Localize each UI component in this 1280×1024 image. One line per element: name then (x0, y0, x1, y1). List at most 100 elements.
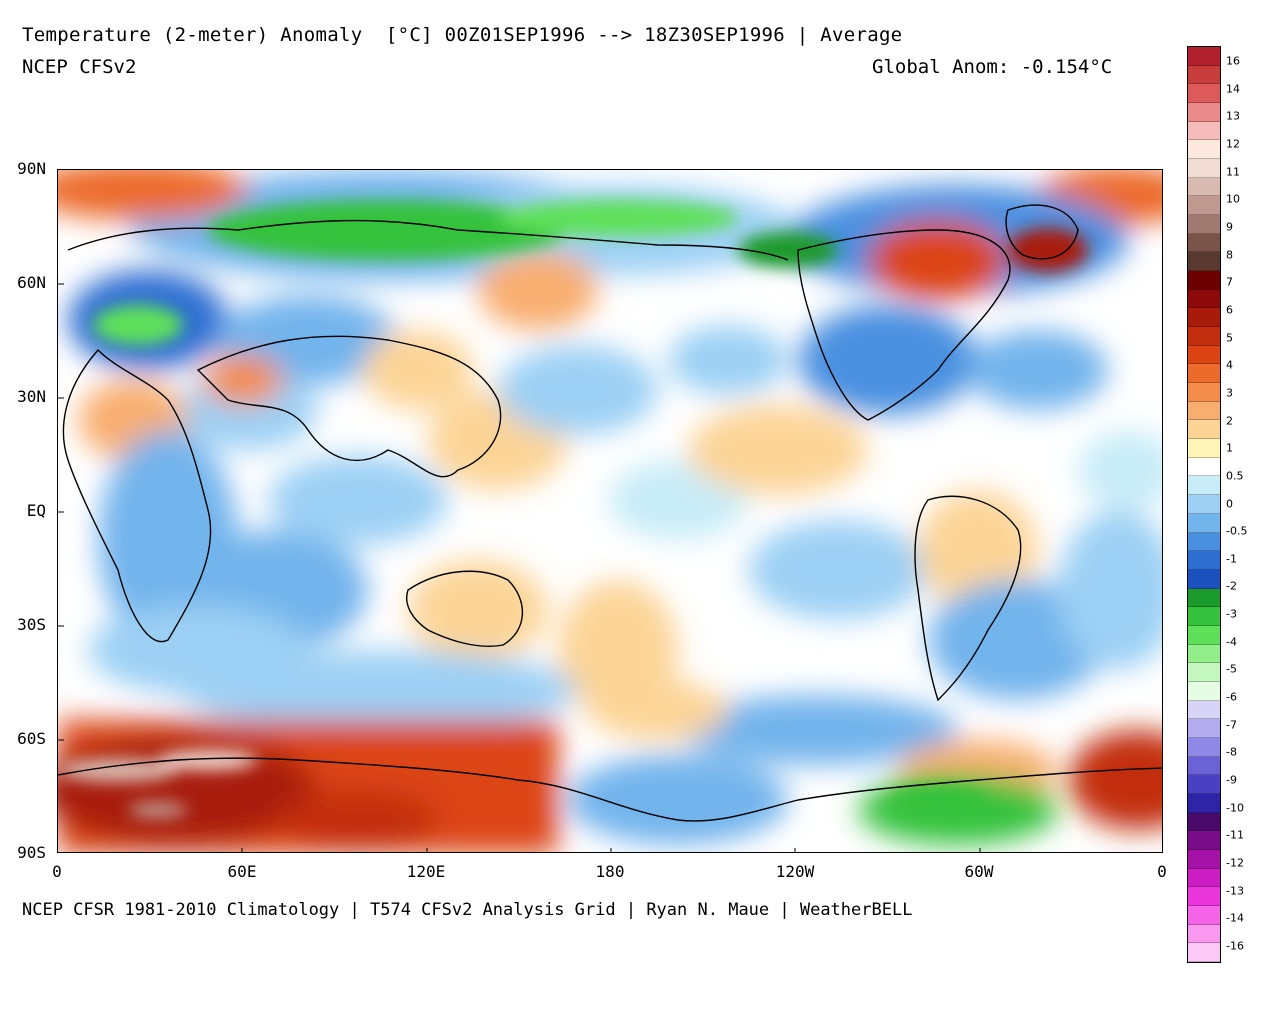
legend-swatch (1188, 663, 1220, 682)
lat-label-eq: EQ (26, 501, 46, 520)
coastlines (58, 204, 1162, 822)
legend-swatch (1188, 551, 1220, 570)
legend-swatch (1188, 401, 1220, 421)
legend-swatch (1188, 65, 1220, 85)
lat-label-60n: 60N (17, 273, 46, 292)
legend-swatch (1188, 103, 1220, 122)
global-anomaly: Global Anom: -0.154°C (872, 56, 1113, 78)
legend-label: -8 (1226, 745, 1237, 759)
legend-label: 3 (1226, 386, 1233, 400)
legend-swatch (1188, 924, 1220, 944)
legend-label: -0.5 (1226, 524, 1248, 538)
legend-swatch (1188, 233, 1220, 253)
legend-label: -7 (1226, 718, 1237, 732)
legend-label: -14 (1226, 911, 1244, 925)
legend-swatch (1188, 383, 1220, 402)
lon-label-60e: 60E (227, 862, 257, 881)
lat-label-30n: 30N (17, 387, 46, 406)
legend-swatch (1188, 737, 1220, 757)
legend-swatch (1188, 439, 1220, 458)
legend-swatch (1188, 700, 1220, 720)
legend-swatch (1188, 476, 1220, 496)
legend-label: -3 (1226, 607, 1237, 621)
legend-label: 5 (1226, 331, 1233, 345)
legend-label: 2 (1226, 414, 1233, 428)
lon-label-120e: 120E (406, 862, 446, 881)
legend-swatch (1188, 457, 1220, 477)
legend-label: 9 (1226, 220, 1233, 234)
legend-label: -11 (1226, 828, 1244, 842)
legend-swatch (1188, 513, 1220, 533)
legend-label: -1 (1226, 552, 1237, 566)
legend-swatch (1188, 849, 1220, 869)
legend-swatch (1188, 532, 1220, 552)
legend-swatch (1188, 495, 1220, 514)
legend-label: -5 (1226, 662, 1237, 676)
legend-label: -9 (1226, 773, 1237, 787)
legend-label: 8 (1226, 248, 1233, 262)
legend-label: 1 (1226, 441, 1233, 455)
legend-label: 11 (1226, 165, 1240, 179)
lon-label-180: 180 (595, 862, 625, 881)
legend-swatch (1188, 607, 1220, 626)
legend-label: -2 (1226, 579, 1237, 593)
legend-label: 7 (1226, 275, 1233, 289)
legend-swatch (1188, 905, 1220, 925)
lon-label-120w: 120W (775, 862, 815, 881)
legend-swatch (1188, 625, 1220, 645)
legend-swatch (1188, 868, 1220, 888)
lat-label-60s: 60S (17, 729, 46, 748)
legend-swatch (1188, 831, 1220, 850)
legend-label: 4 (1226, 358, 1233, 372)
lat-label-90n: 90N (17, 159, 46, 178)
legend-swatch (1188, 196, 1220, 216)
legend-label: 16 (1226, 54, 1240, 68)
color-legend (1187, 46, 1221, 963)
legend-swatch (1188, 569, 1220, 589)
legend-swatch (1188, 215, 1220, 234)
anomaly-map-svg (58, 170, 1162, 852)
legend-swatch (1188, 271, 1220, 290)
legend-swatch (1188, 420, 1220, 440)
legend-swatch (1188, 308, 1220, 328)
footer-credits: NCEP CFSR 1981-2010 Climatology | T574 C… (22, 900, 913, 920)
legend-label: 13 (1226, 109, 1240, 123)
legend-swatch (1188, 47, 1220, 66)
legend-swatch (1188, 943, 1220, 962)
legend-label: 10 (1226, 192, 1240, 206)
legend-label: 6 (1226, 303, 1233, 317)
legend-swatch (1188, 364, 1220, 384)
legend-swatch (1188, 887, 1220, 906)
legend-swatch (1188, 775, 1220, 794)
legend-label: 0 (1226, 497, 1233, 510)
legend-swatch (1188, 121, 1220, 141)
legend-swatch (1188, 756, 1220, 776)
legend-label: -6 (1226, 690, 1237, 704)
legend-label: -13 (1226, 884, 1244, 898)
legend-label: 14 (1226, 82, 1240, 96)
legend-swatch (1188, 644, 1220, 664)
legend-label: 0.5 (1226, 469, 1244, 483)
legend-swatch (1188, 140, 1220, 160)
legend-swatch (1188, 793, 1220, 813)
legend-label: -10 (1226, 801, 1244, 815)
lat-label-90s: 90S (17, 843, 46, 862)
legend-swatch (1188, 159, 1220, 178)
lon-label-60w: 60W (964, 862, 994, 881)
legend-swatch (1188, 289, 1220, 309)
map-title: Temperature (2-meter) Anomaly [°C] 00Z01… (22, 24, 903, 46)
legend-label: 12 (1226, 137, 1240, 151)
anomaly-map (57, 169, 1163, 853)
lat-label-30s: 30S (17, 615, 46, 634)
legend-label: -4 (1226, 635, 1237, 649)
model-name: NCEP CFSv2 (22, 56, 137, 78)
legend-swatch (1188, 327, 1220, 346)
legend-swatch (1188, 812, 1220, 832)
legend-swatch (1188, 252, 1220, 272)
legend-label: -12 (1226, 856, 1244, 870)
legend-swatch (1188, 84, 1220, 104)
lon-label-0-east: 0 (1157, 862, 1167, 881)
map-ticks (58, 283, 981, 852)
legend-label: -16 (1226, 939, 1244, 953)
anomaly-highlights (58, 200, 1088, 818)
